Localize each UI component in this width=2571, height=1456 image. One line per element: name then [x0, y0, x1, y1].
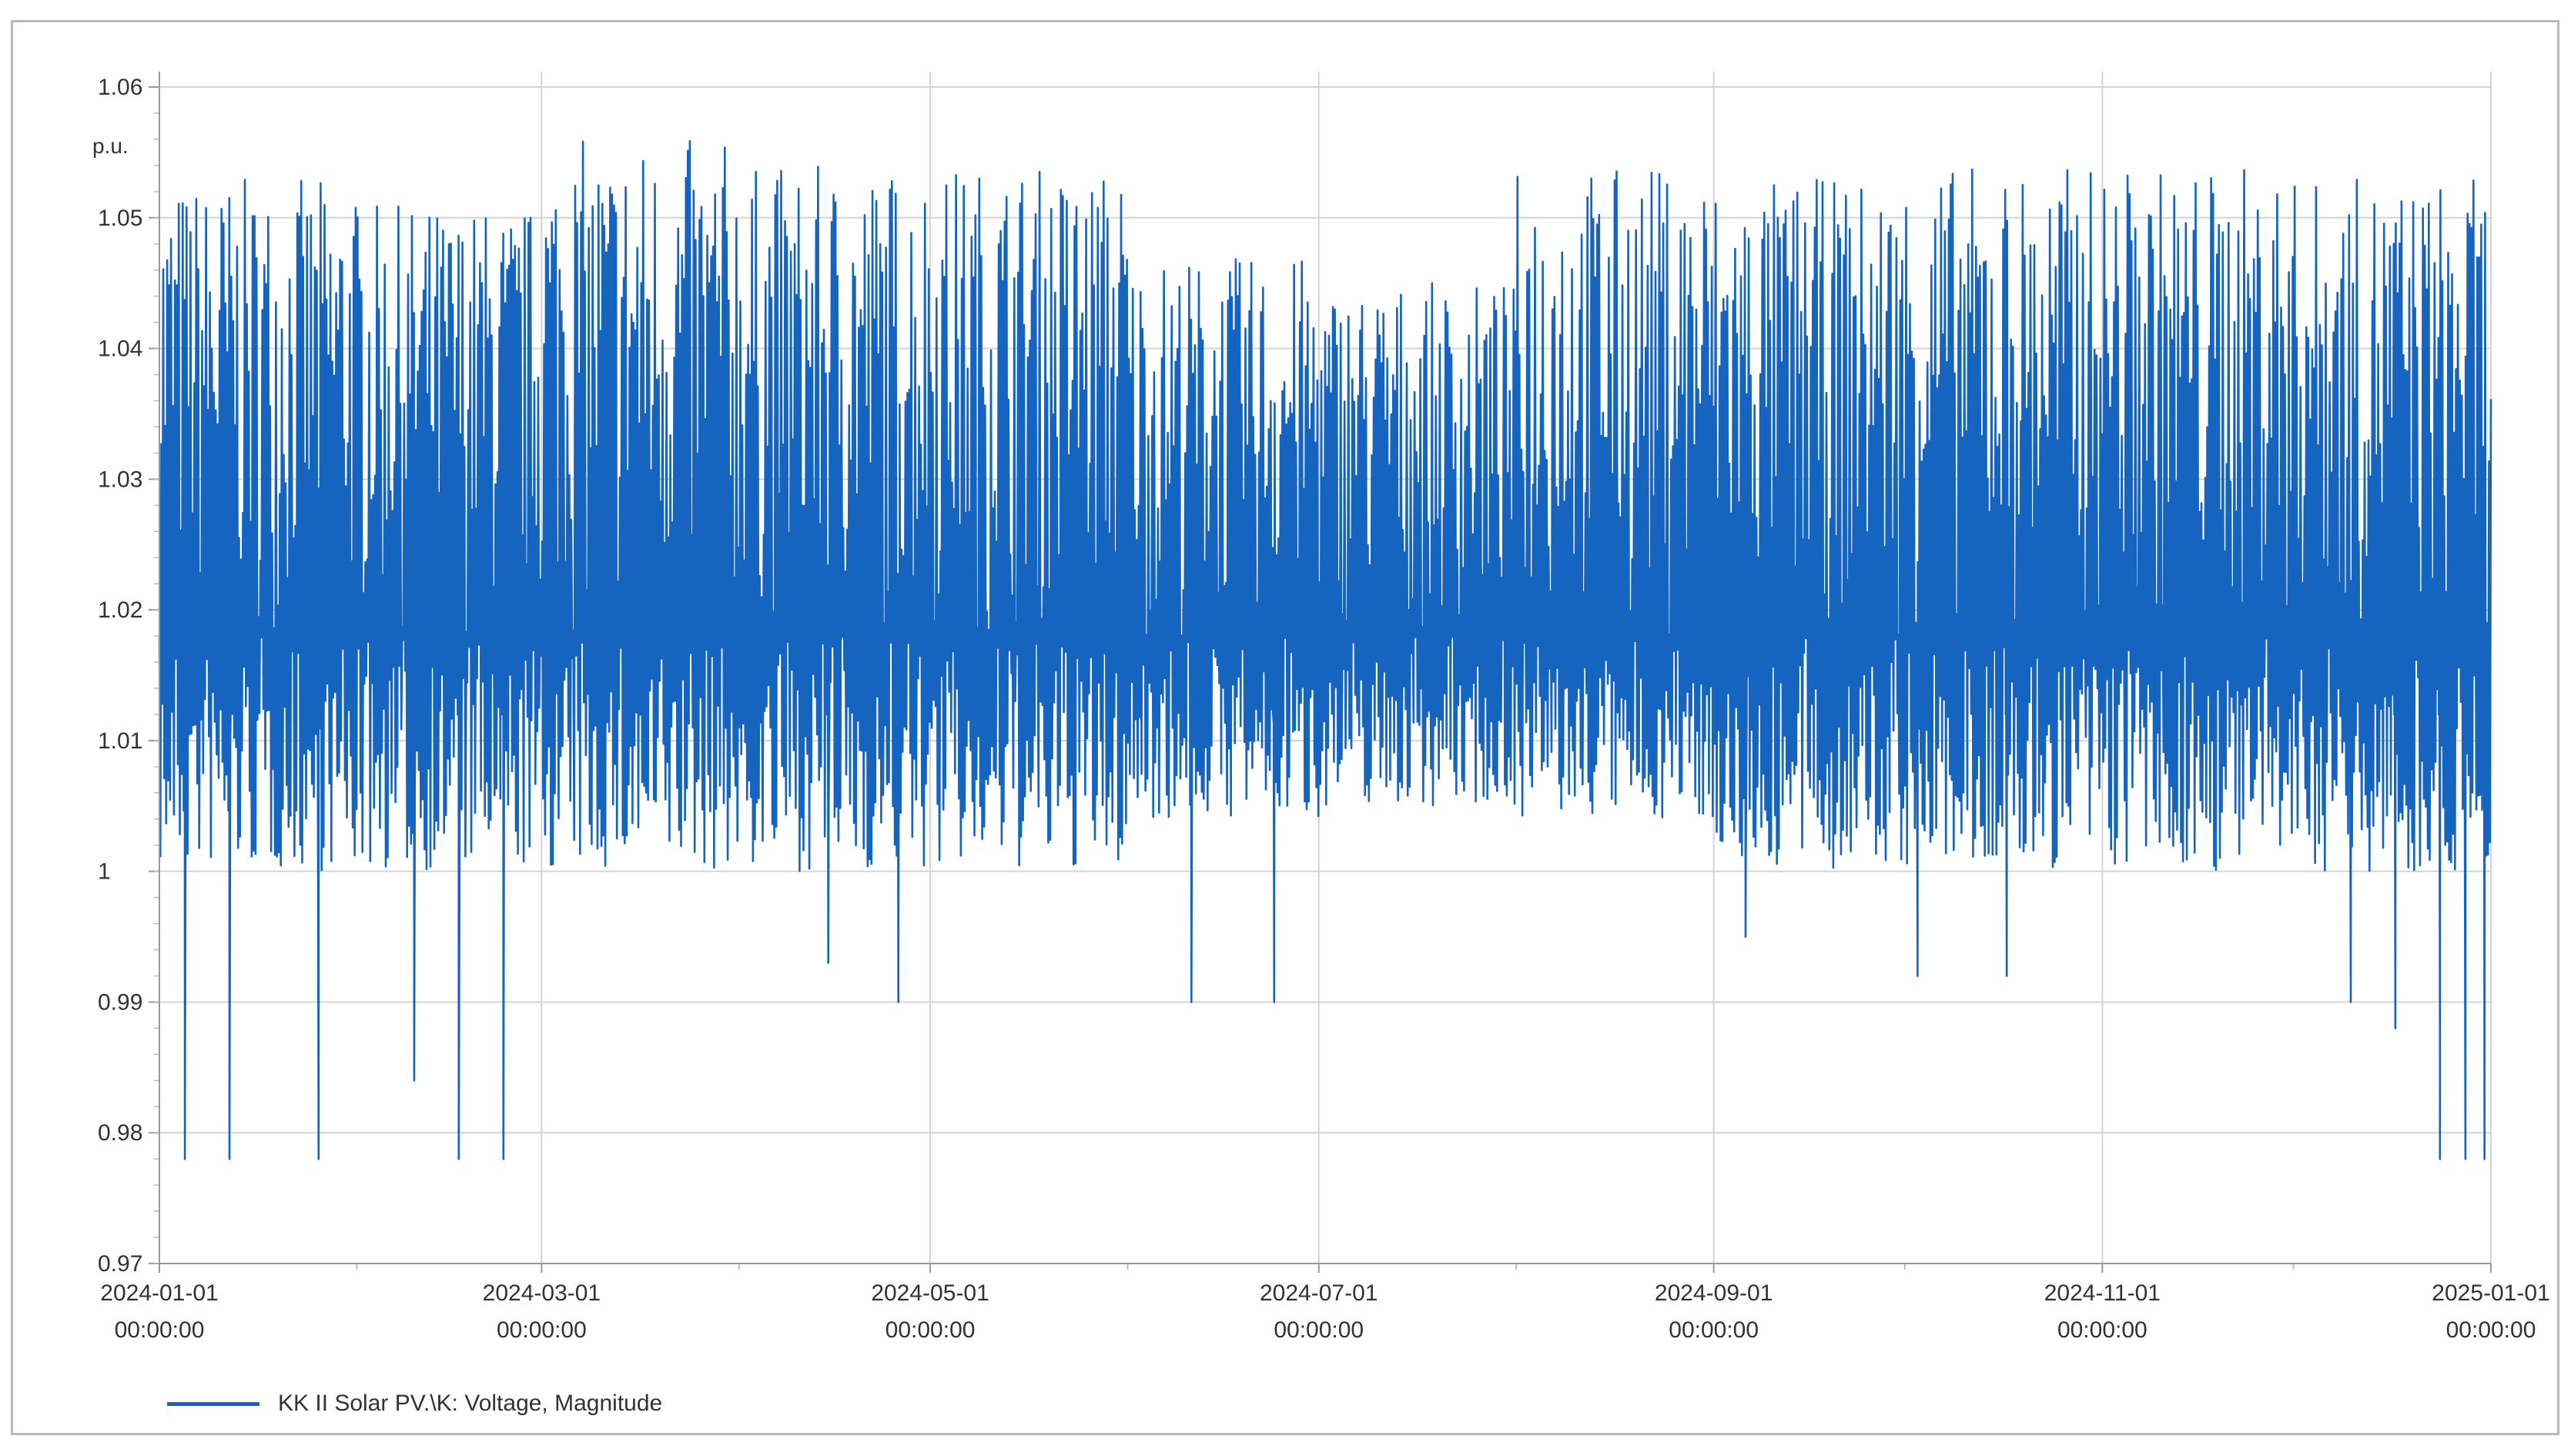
line-chart: 0.97 0.98 0.99 1 1.01 1.02 1.03 1.04 1.05 1.06 202… — [92, 72, 2550, 1343]
x-tick-label-date: 2024-01-01 — [100, 1280, 218, 1306]
x-tick-label-time: 00:00:00 — [885, 1317, 976, 1343]
x-tick-label-date: 2025-01-01 — [2432, 1280, 2549, 1306]
series-line — [158, 139, 2492, 1160]
y-tick-label: 1.01 — [98, 728, 142, 754]
x-tick-label-time: 00:00:00 — [2446, 1317, 2536, 1343]
x-tick-label-time: 00:00:00 — [1274, 1317, 1364, 1343]
legend-series-swatch — [167, 1401, 259, 1406]
y-tick-label: 0.97 — [98, 1251, 142, 1277]
x-tick-label-date: 2024-11-01 — [2044, 1280, 2161, 1306]
legend: KK II Solar PV.\K: Voltage, Magnitude — [167, 1391, 662, 1417]
x-tick-label-date: 2024-09-01 — [1655, 1280, 1773, 1306]
x-tick-label-date: 2024-03-01 — [483, 1280, 601, 1306]
axis-layer: 0.97 0.98 0.99 1 1.01 1.02 1.03 1.04 1.05 1.06 202… — [98, 72, 2550, 1343]
x-tick-label-date: 2024-07-01 — [1260, 1280, 1378, 1306]
y-tick-label: 1.06 — [98, 75, 142, 100]
chart-frame: 0.97 0.98 0.99 1 1.01 1.02 1.03 1.04 1.05 1.06 202… — [11, 20, 2559, 1435]
x-tick-label-time: 00:00:00 — [1669, 1317, 1759, 1343]
y-axis-unit-label: p.u. — [92, 134, 129, 158]
x-tick-label-time: 00:00:00 — [115, 1317, 205, 1343]
y-tick-label: 1.05 — [98, 206, 142, 231]
y-tick-label: 1.04 — [98, 336, 142, 362]
x-tick-label-date: 2024-05-01 — [871, 1280, 989, 1306]
y-tick-label: 1 — [98, 859, 111, 885]
y-tick-label: 0.99 — [98, 989, 142, 1015]
legend-series-label: KK II Solar PV.\K: Voltage, Magnitude — [278, 1391, 663, 1416]
x-tick-label-time: 00:00:00 — [2057, 1317, 2148, 1343]
x-tick-label-time: 00:00:00 — [497, 1317, 587, 1343]
y-tick-label: 0.98 — [98, 1120, 142, 1146]
series-layer — [158, 139, 2492, 1160]
y-tick-label: 1.03 — [98, 467, 142, 492]
y-tick-label: 1.02 — [98, 597, 142, 623]
